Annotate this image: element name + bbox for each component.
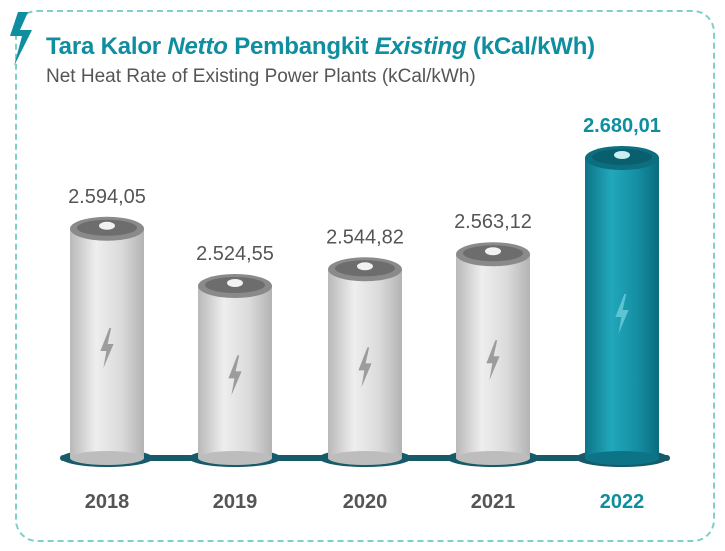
x-tick-label: 2020 (343, 491, 388, 513)
bar-bottom (328, 451, 402, 465)
data-label: 2.524,55 (196, 243, 274, 265)
bar-bottom (70, 451, 144, 465)
x-tick-label: 2021 (471, 491, 516, 513)
x-tick-label: 2018 (85, 491, 130, 513)
lightning-bolt-icon (486, 340, 500, 381)
lightning-bolt-icon (10, 12, 32, 66)
bar-2018: 2.594,05 2018 (68, 186, 146, 513)
bar-bottom (198, 451, 272, 465)
x-tick-label: 2019 (213, 491, 258, 513)
bar-bottom (585, 451, 659, 465)
data-label: 2.680,01 (583, 115, 661, 137)
battery-terminal (99, 221, 115, 230)
lightning-bolt-icon (615, 294, 629, 334)
data-label: 2.544,82 (326, 226, 404, 248)
chart-title: Tara Kalor Netto Pembangkit Existing (kC… (46, 33, 595, 60)
battery-terminal (227, 279, 243, 287)
bar-2019: 2.524,55 2019 (196, 243, 274, 513)
bar-2021: 2.563,12 2021 (454, 211, 532, 513)
bar-bottom (456, 451, 530, 465)
data-label: 2.594,05 (68, 186, 146, 208)
chart-frame (15, 10, 715, 542)
battery-terminal (485, 247, 501, 256)
bar-2020: 2.544,82 2020 (326, 226, 404, 513)
lightning-bolt-icon (358, 347, 372, 388)
data-label: 2.563,12 (454, 211, 532, 233)
lightning-bolt-icon (228, 355, 242, 396)
lightning-bolt-icon (100, 328, 114, 368)
battery-terminal (357, 262, 373, 271)
chart-subtitle: Net Heat Rate of Existing Power Plants (… (46, 66, 476, 87)
bar-2022: 2.680,01 2022 (583, 115, 661, 513)
battery-terminal (614, 151, 630, 159)
x-tick-label: 2022 (600, 491, 645, 513)
